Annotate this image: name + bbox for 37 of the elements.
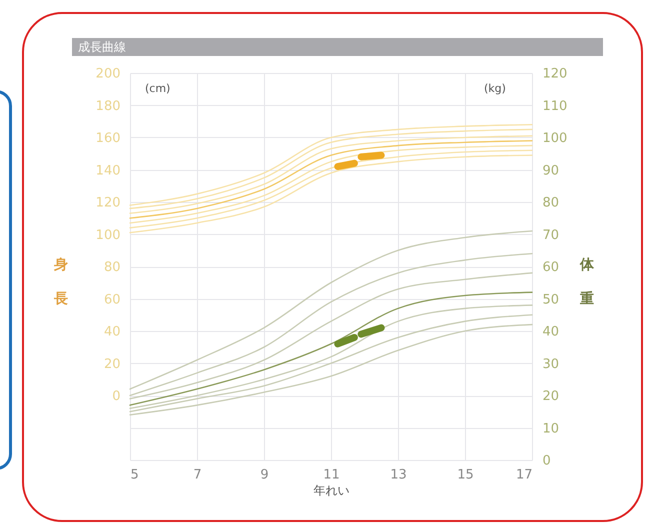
x-axis-title: 年れい — [314, 484, 350, 498]
x-tick-label: 15 — [457, 468, 474, 482]
x-tick-label: 5 — [130, 468, 139, 482]
y-tick-label: 80 — [104, 260, 120, 275]
text: 身長 — [54, 257, 68, 307]
y2-tick-label: 70 — [542, 228, 560, 243]
x-tick-label: 9 — [260, 468, 269, 482]
y-tick-label: 180 — [96, 98, 120, 114]
annotation: (cm) — [145, 82, 170, 95]
y-tick-label: 40 — [104, 324, 120, 340]
y-tick-label: 120 — [96, 196, 120, 210]
x-tick-label: 11 — [323, 468, 340, 482]
y2-tick-label: 120 — [542, 66, 568, 82]
y-tick-label: 60 — [104, 292, 120, 308]
y-tick-label: 140 — [96, 163, 120, 178]
y-tick-label: 100 — [96, 228, 120, 243]
y2-tick-label: 0 — [542, 454, 551, 468]
y2-tick-label: 100 — [542, 131, 568, 146]
y2-tick-label: 90 — [542, 163, 560, 178]
x-tick-label: 13 — [390, 468, 407, 482]
y-tick-label: 160 — [96, 131, 120, 146]
y2-tick-label: 60 — [542, 260, 560, 275]
x-tick-label: 17 — [516, 468, 532, 482]
y2-tick-label: 110 — [542, 98, 568, 114]
y-tick-label: 200 — [96, 66, 120, 82]
y-tick-label: 0 — [112, 389, 120, 404]
chart-title: 成長曲線 — [72, 38, 603, 56]
text: 体重 — [580, 257, 594, 307]
y2-tick-label: 40 — [542, 324, 560, 340]
x-tick-label: 7 — [193, 468, 202, 482]
y2-tick-label: 80 — [542, 196, 560, 210]
y2-tick-label: 30 — [542, 356, 560, 372]
y2-tick-label: 10 — [542, 421, 560, 436]
y2-tick-label: 50 — [542, 292, 560, 308]
y-tick-label: 20 — [104, 356, 120, 372]
annotation: (kg) — [484, 82, 506, 95]
y2-tick-label: 20 — [542, 389, 560, 404]
